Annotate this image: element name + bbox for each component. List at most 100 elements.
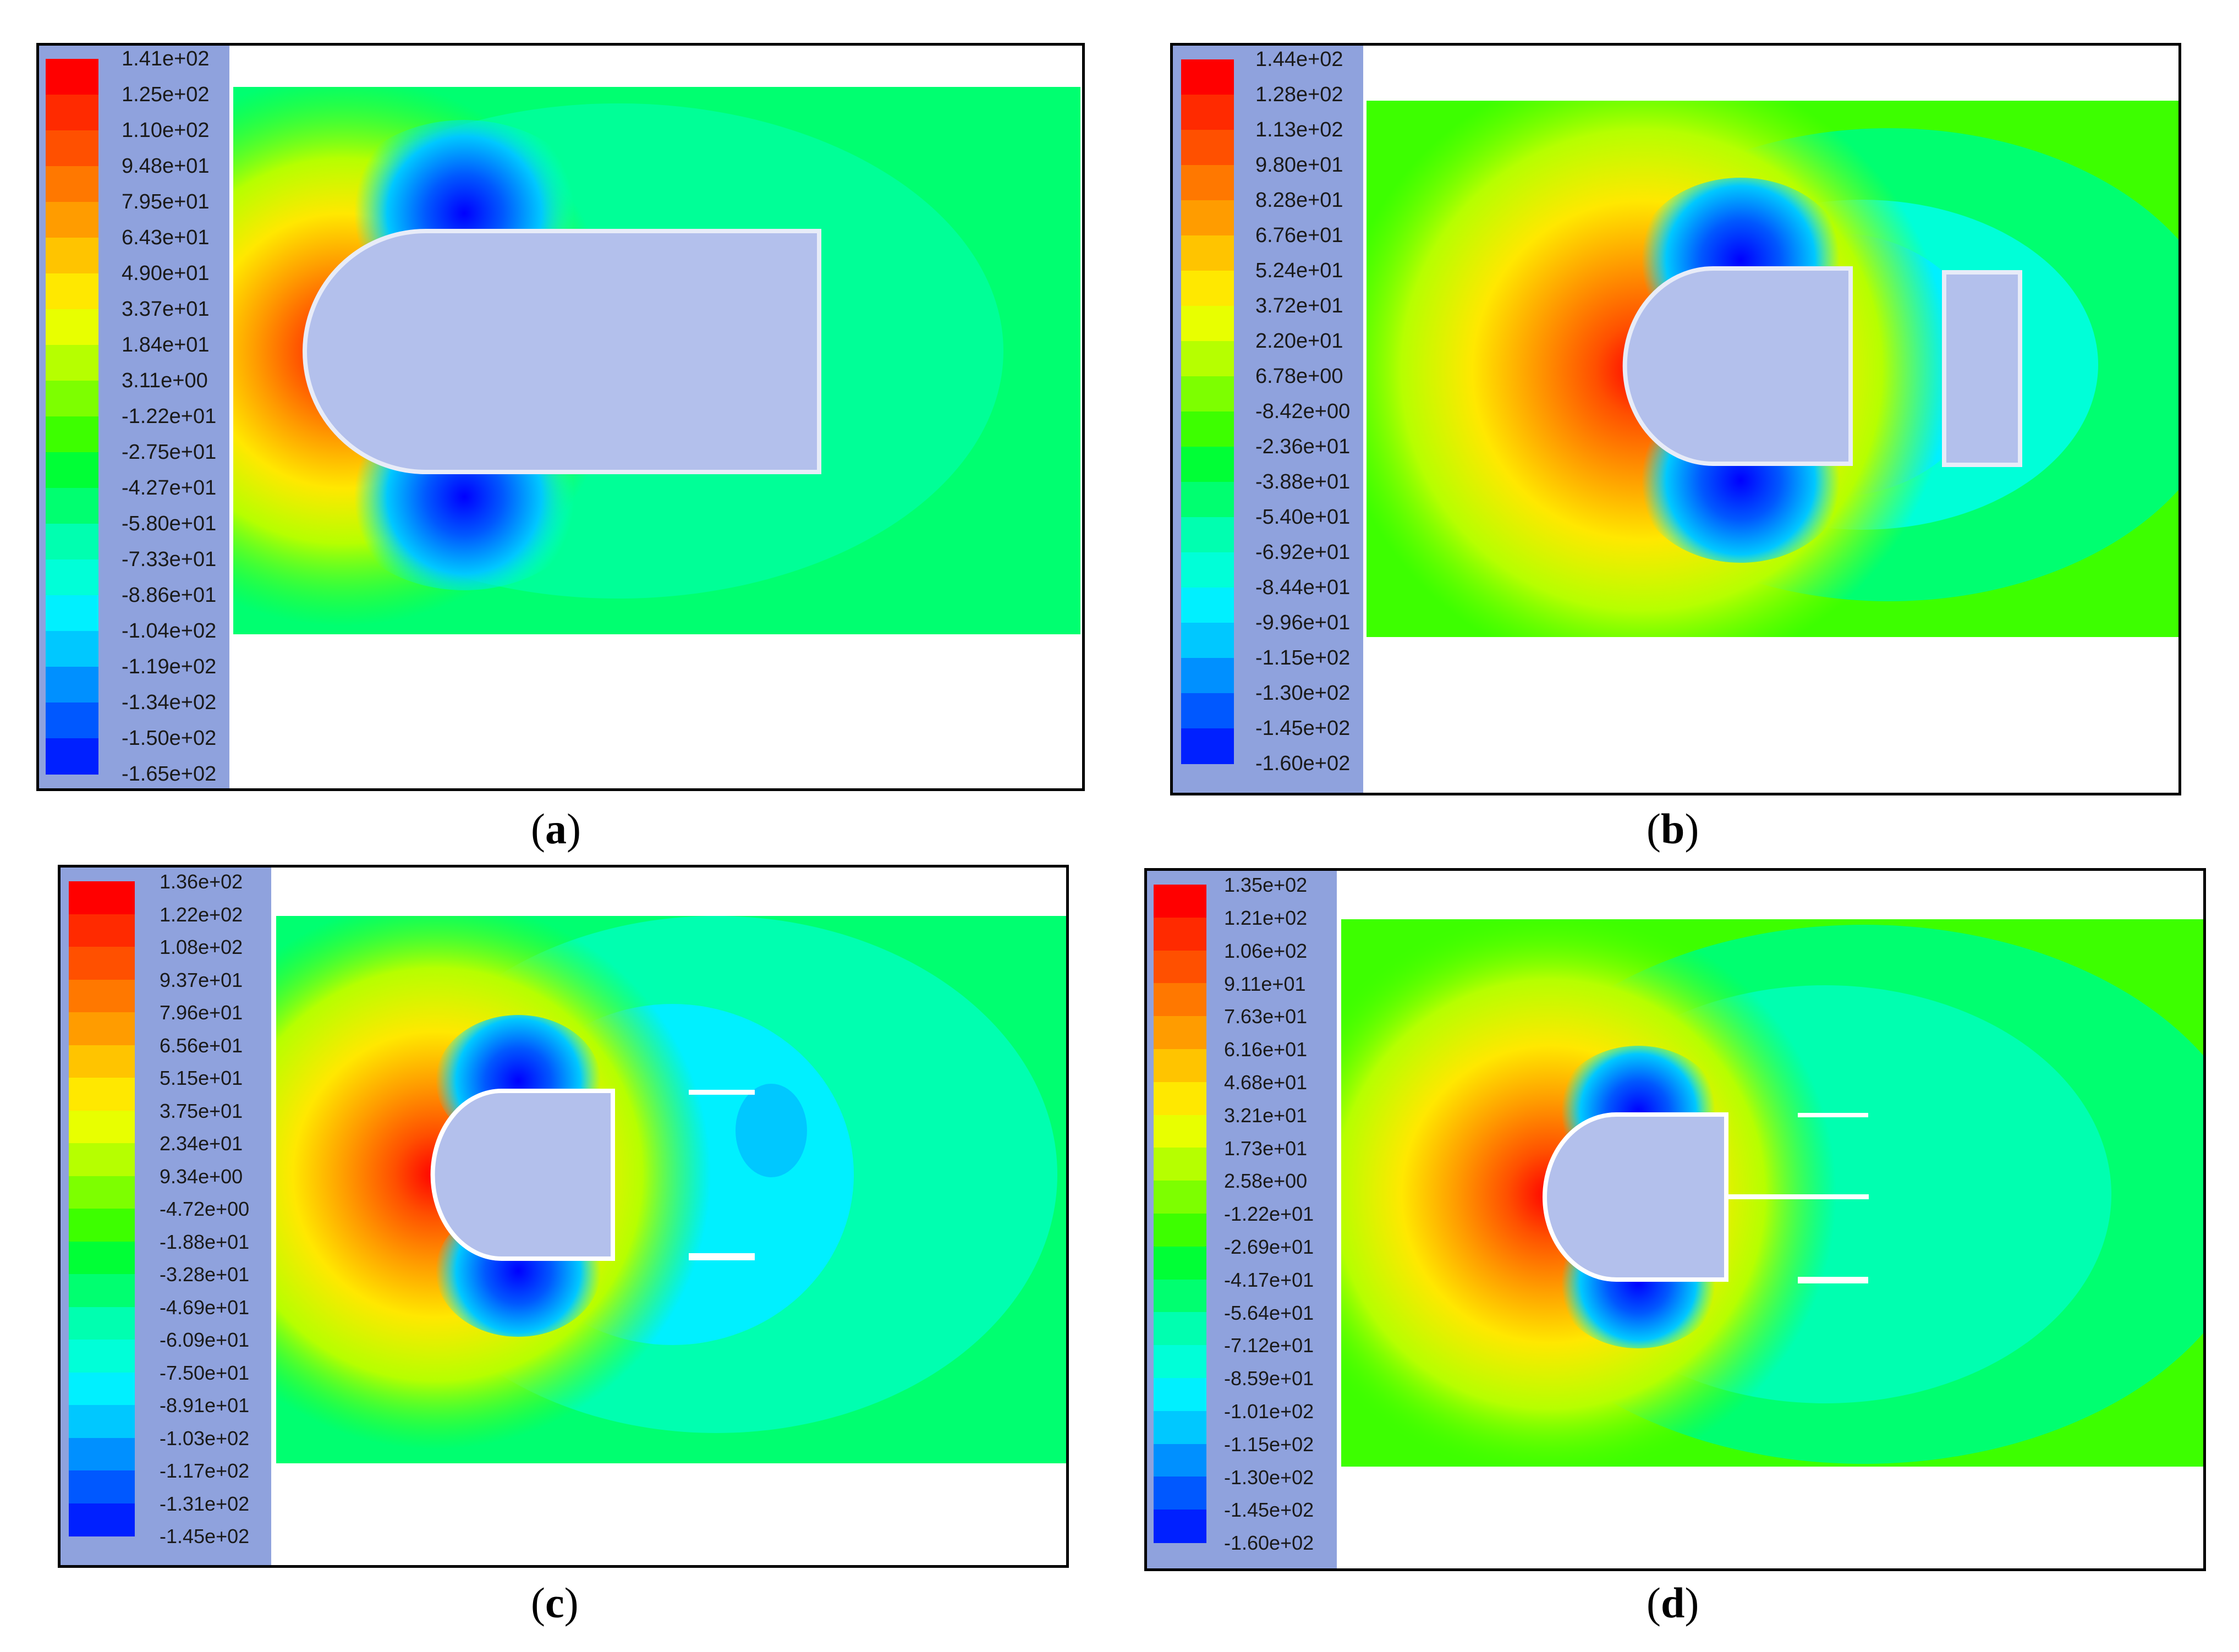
legend-label: 3.37e+01 — [122, 298, 210, 321]
legend-label: 1.06e+02 — [1224, 939, 1308, 962]
legend-label: 7.63e+01 — [1224, 1005, 1308, 1028]
legend-swatch — [1154, 1477, 1206, 1511]
legend-swatch — [1181, 376, 1234, 412]
legend-swatch — [1154, 950, 1206, 984]
legend-swatch — [46, 166, 98, 202]
legend-label: -4.72e+00 — [160, 1198, 250, 1221]
color-legend: 1.44e+02 1.28e+02 1.13e+02 9.80e+01 8.28e+01… — [1173, 46, 1363, 793]
legend-label: 1.21e+02 — [1224, 907, 1308, 929]
legend-label: -1.45e+02 — [1224, 1499, 1314, 1522]
legend-swatch — [69, 1209, 135, 1242]
legend-swatch — [46, 59, 98, 95]
legend-label: 2.34e+01 — [160, 1132, 243, 1155]
legend-label: -2.69e+01 — [1224, 1236, 1314, 1258]
caption-c: (c) — [531, 1579, 579, 1627]
color-legend: 1.41e+02 1.25e+02 1.10e+02 9.48e+01 7.95e+01… — [39, 46, 229, 788]
legend-swatch — [46, 345, 98, 381]
contour-panel-b: 1.44e+02 1.28e+02 1.13e+02 9.80e+01 8.28e+01… — [1170, 43, 2181, 795]
legend-swatch — [69, 1045, 135, 1078]
legend-label: -5.40e+01 — [1255, 506, 1351, 529]
legend-label: 1.28e+02 — [1255, 83, 1343, 107]
legend-label: -1.31e+02 — [160, 1492, 250, 1515]
legend-swatch — [46, 559, 98, 596]
legend-swatch — [1154, 1214, 1206, 1247]
legend-swatch — [69, 1372, 135, 1406]
caption-d: (d) — [1647, 1579, 1699, 1627]
legend-swatch — [46, 130, 98, 167]
legend-label: -9.96e+01 — [1255, 611, 1351, 635]
legend-swatch — [46, 273, 98, 310]
caption-a: (a) — [531, 805, 581, 853]
legend-label: 1.35e+02 — [1224, 874, 1308, 897]
legend-swatch — [46, 452, 98, 489]
pressure-contour-plot — [1367, 101, 2178, 637]
legend-label: 6.76e+01 — [1255, 224, 1343, 248]
legend-label: -1.01e+02 — [1224, 1400, 1314, 1423]
legend-label: -3.28e+01 — [160, 1263, 250, 1286]
legend-swatch — [1181, 693, 1234, 729]
legend-label: -1.60e+02 — [1224, 1532, 1314, 1555]
legend-label: -4.69e+01 — [160, 1296, 250, 1319]
legend-swatch — [46, 738, 98, 775]
legend-label: 3.11e+00 — [122, 369, 208, 393]
legend-label: -1.15e+02 — [1255, 646, 1351, 670]
legend-swatch — [1181, 200, 1234, 236]
legend-label: -1.88e+01 — [160, 1230, 250, 1253]
legend-swatch — [1181, 623, 1234, 658]
legend-label: 9.34e+00 — [160, 1165, 243, 1188]
legend-label: -7.50e+01 — [160, 1361, 250, 1384]
legend-label: 9.37e+01 — [160, 968, 243, 991]
legend-label: 3.75e+01 — [160, 1099, 243, 1122]
legend-swatch — [1154, 1444, 1206, 1478]
legend-swatch — [46, 238, 98, 274]
legend-label: -1.22e+01 — [1224, 1203, 1314, 1226]
legend-label: -1.30e+02 — [1255, 682, 1351, 705]
legend-label: -1.17e+02 — [160, 1459, 250, 1483]
legend-swatch — [1154, 1345, 1206, 1379]
legend-swatch — [69, 1078, 135, 1111]
legend-swatch — [69, 1437, 135, 1471]
legend-label: -1.15e+02 — [1224, 1433, 1314, 1456]
legend-label: 9.48e+01 — [122, 155, 210, 178]
legend-label: 1.25e+02 — [122, 83, 210, 107]
legend-swatch — [46, 95, 98, 131]
legend-label: 1.08e+02 — [160, 936, 243, 959]
legend-swatch — [69, 881, 135, 915]
legend-swatch — [1181, 271, 1234, 306]
legend-swatch — [1181, 447, 1234, 482]
legend-swatch — [1154, 1279, 1206, 1313]
legend-swatch — [1181, 588, 1234, 623]
legend-swatch — [69, 1405, 135, 1439]
legend-swatch — [1154, 1016, 1206, 1050]
contour-panel-c: 1.36e+02 1.22e+02 1.08e+02 9.37e+01 7.96e+01… — [58, 865, 1069, 1568]
legend-swatch — [46, 488, 98, 524]
legend-label: -8.86e+01 — [122, 584, 217, 607]
legend-swatch — [1181, 728, 1234, 764]
legend-label: 7.95e+01 — [122, 190, 210, 214]
legend-swatch — [1154, 1410, 1206, 1445]
legend-swatch — [69, 1176, 135, 1209]
legend-label: -7.33e+01 — [122, 548, 217, 572]
legend-swatch — [69, 979, 135, 1013]
pressure-contour-plot — [276, 916, 1066, 1463]
pressure-contour-plot — [1341, 919, 2203, 1467]
legend-swatch — [1154, 1312, 1206, 1346]
legend-swatch — [1181, 130, 1234, 166]
legend-swatch — [1154, 983, 1206, 1017]
legend-swatch — [1181, 552, 1234, 588]
legend-label: -1.45e+02 — [1255, 717, 1351, 740]
legend-swatch — [69, 1470, 135, 1504]
legend-label: -1.65e+02 — [122, 762, 217, 786]
legend-label: -8.59e+01 — [1224, 1367, 1314, 1390]
legend-swatch — [69, 1143, 135, 1177]
legend-label: 6.78e+00 — [1255, 365, 1343, 388]
legend-swatch — [46, 667, 98, 703]
legend-label: -5.64e+01 — [1224, 1301, 1314, 1324]
legend-label: 6.56e+01 — [160, 1034, 243, 1057]
legend-label: 1.73e+01 — [1224, 1137, 1308, 1160]
legend-label: 1.13e+02 — [1255, 118, 1343, 142]
legend-swatch — [69, 1274, 135, 1308]
legend-swatch — [1181, 411, 1234, 447]
legend-swatch — [1181, 165, 1234, 201]
legend-swatch — [1154, 1049, 1206, 1083]
